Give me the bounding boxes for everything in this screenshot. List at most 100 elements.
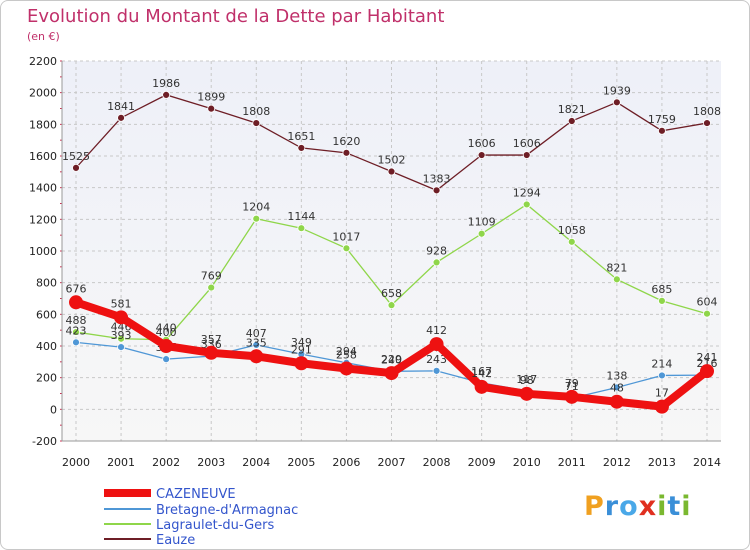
data-point (432, 366, 441, 375)
x-tick-label: 2000 (62, 456, 90, 469)
x-tick-label: 2001 (107, 456, 135, 469)
x-tick-label: 2007 (378, 456, 406, 469)
data-point (297, 224, 306, 233)
data-label: 291 (291, 343, 312, 356)
data-point (658, 371, 666, 380)
data-label: 1651 (287, 130, 315, 143)
data-point (252, 119, 261, 127)
data-point (72, 328, 80, 336)
data-label: 412 (426, 324, 447, 337)
data-label: 440 (156, 322, 177, 335)
data-label: 1606 (468, 137, 496, 150)
data-point (339, 361, 354, 376)
data-point (522, 200, 531, 209)
x-tick-label: 2006 (332, 456, 360, 469)
data-label: 1017 (332, 230, 360, 243)
x-tick-label: 2009 (468, 456, 496, 469)
data-point (429, 337, 444, 352)
data-point (564, 389, 579, 404)
data-label: 488 (66, 314, 87, 327)
data-label: 685 (651, 283, 672, 296)
data-label: 241 (697, 351, 718, 364)
data-point (72, 163, 80, 172)
data-label: 1986 (152, 77, 180, 90)
data-label: 79 (565, 377, 579, 390)
data-point (342, 148, 351, 157)
data-label: 1620 (332, 135, 360, 148)
x-tick-label: 2013 (648, 456, 676, 469)
data-point (72, 338, 80, 347)
y-tick-label: -200 (32, 435, 57, 448)
y-tick-label: 1600 (29, 150, 57, 163)
data-label: 240 (381, 353, 402, 366)
x-tick-label: 2008 (423, 456, 451, 469)
legend-label: Bretagne-d'Armagnac (156, 503, 298, 518)
chart-title: Evolution du Montant de la Dette par Hab… (27, 6, 445, 27)
data-point (69, 295, 83, 310)
data-point (703, 119, 711, 127)
data-label: 1808 (693, 105, 721, 118)
data-point (384, 366, 399, 381)
data-point (252, 214, 261, 223)
data-point (204, 345, 219, 360)
data-point (432, 258, 441, 267)
data-label: 71 (565, 380, 579, 393)
x-tick-label: 2005 (287, 456, 315, 469)
data-label: 167 (471, 365, 492, 378)
data-label: 48 (610, 382, 624, 395)
data-point (207, 283, 216, 292)
data-point (474, 379, 489, 394)
y-tick-label: 200 (36, 372, 57, 385)
data-label: 407 (246, 327, 267, 340)
data-label: 243 (426, 353, 447, 366)
data-label: 214 (651, 357, 672, 370)
data-point (159, 339, 174, 353)
x-tick-label: 2014 (693, 456, 721, 469)
data-point (658, 126, 666, 135)
data-point (612, 275, 621, 284)
data-label: 1525 (62, 150, 90, 163)
data-point (117, 334, 125, 343)
data-point (477, 151, 486, 159)
data-point (612, 383, 621, 392)
data-label: 17 (655, 387, 669, 400)
data-point (207, 104, 216, 113)
data-label: 1808 (242, 105, 270, 118)
data-label: 357 (201, 333, 222, 346)
data-point (519, 386, 534, 401)
data-point (387, 301, 396, 310)
legend-label: CAZENEUVE (156, 487, 236, 502)
x-tick-label: 2012 (603, 456, 631, 469)
data-point (703, 309, 711, 318)
y-tick-label: 0 (50, 403, 57, 416)
data-label: 258 (336, 348, 357, 361)
y-tick-label: 1800 (29, 118, 57, 131)
data-point (477, 229, 486, 238)
data-label: 1821 (558, 103, 586, 116)
x-tick-label: 2010 (513, 456, 541, 469)
data-label: 1841 (107, 100, 135, 113)
data-point (658, 296, 666, 305)
data-label: 581 (111, 297, 132, 310)
data-label: 676 (66, 282, 87, 295)
data-label: 349 (291, 336, 312, 349)
data-label: 1144 (287, 210, 315, 223)
y-tick-label: 1200 (29, 213, 57, 226)
data-point (162, 355, 171, 364)
data-point (114, 310, 129, 325)
data-label: 928 (426, 244, 447, 257)
data-label: 821 (606, 261, 627, 274)
data-label: 335 (246, 336, 267, 349)
data-label: 98 (520, 374, 534, 387)
y-tick-label: 800 (36, 277, 57, 290)
data-point (522, 151, 531, 159)
data-label: 1502 (378, 154, 406, 167)
data-label: 423 (66, 324, 87, 337)
data-label: 142 (471, 367, 492, 380)
data-label: 1383 (423, 172, 451, 185)
data-point (162, 90, 171, 99)
y-tick-label: 1400 (29, 182, 57, 195)
data-point (567, 117, 576, 125)
